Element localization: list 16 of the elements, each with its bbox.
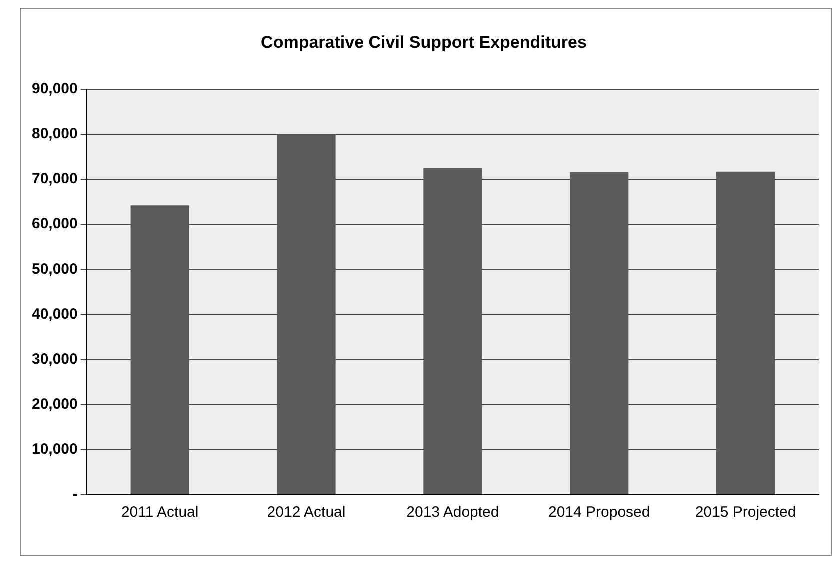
y-tick-label: 90,000 bbox=[32, 80, 78, 98]
y-tick-label: 70,000 bbox=[32, 170, 78, 188]
y-tick-label: 50,000 bbox=[32, 260, 78, 278]
chart-title: Comparative Civil Support Expenditures bbox=[261, 32, 587, 52]
y-tick-label: 20,000 bbox=[32, 396, 78, 414]
x-tick-label: 2012 Actual bbox=[267, 504, 346, 522]
y-tick-label: - bbox=[72, 486, 78, 504]
y-tick-label: 60,000 bbox=[32, 216, 78, 233]
x-tick-label: 2014 Proposed bbox=[548, 504, 650, 522]
y-tick-label: 30,000 bbox=[32, 350, 78, 368]
x-tick-label: 2013 Adopted bbox=[406, 504, 500, 522]
x-tick-label: 2011 Actual bbox=[121, 504, 199, 522]
y-tick-label: 80,000 bbox=[32, 126, 78, 143]
y-tick-label: 40,000 bbox=[32, 306, 78, 323]
x-tick-label: 2015 Projected bbox=[695, 504, 796, 522]
y-tick-label: 10,000 bbox=[32, 441, 78, 458]
